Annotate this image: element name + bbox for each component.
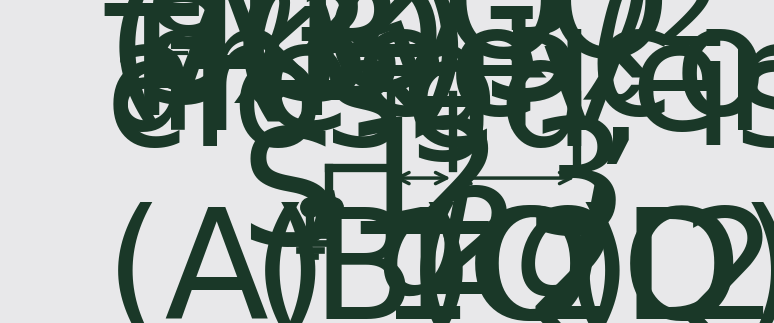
Text: Three conducting plates 1, 2 and 3 are placed parallel to each other and charges: Three conducting plates 1, 2 and 3 are p… — [104, 0, 774, 147]
Text: S: S — [240, 123, 341, 278]
Text: (B): (B) — [228, 0, 473, 134]
Text: (A): (A) — [104, 0, 348, 134]
Text: (D) 0: (D) 0 — [562, 202, 774, 323]
Text: 3: 3 — [526, 112, 628, 266]
Text: closed, is: closed, is — [104, 28, 774, 177]
Text: 8kQ: 8kQ — [139, 0, 445, 122]
Text: 2: 2 — [402, 112, 504, 266]
Text: 2d: 2d — [423, 182, 608, 323]
Text: -Q: -Q — [482, 0, 672, 89]
Text: (A) 1Q: (A) 1Q — [104, 202, 594, 323]
Text: 1: 1 — [341, 112, 442, 266]
Text: (C) 2Q: (C) 2Q — [406, 202, 774, 323]
Text: are given to plates 2 and 3 as shown. Charge flown through switch (S) after swit: are given to plates 2 and 3 as shown. Ch… — [104, 13, 774, 162]
Text: 3ℓ²: 3ℓ² — [139, 0, 361, 134]
Text: d: d — [376, 182, 468, 323]
Text: (B) 2Q: (B) 2Q — [252, 202, 741, 323]
Text: 2Q: 2Q — [340, 0, 567, 89]
Text: 3√3ℓ²: 3√3ℓ² — [267, 0, 721, 134]
